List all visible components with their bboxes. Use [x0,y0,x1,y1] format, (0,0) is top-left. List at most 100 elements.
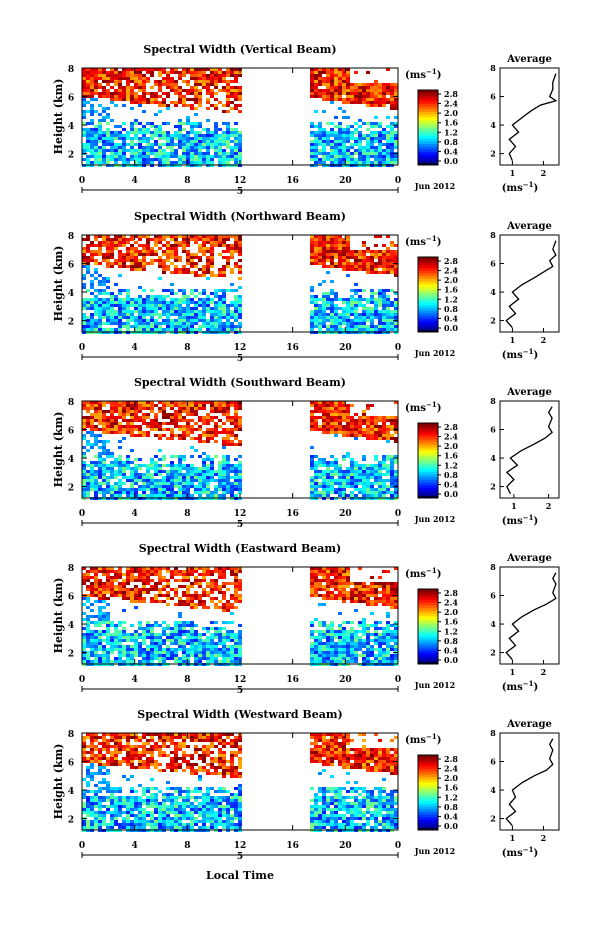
colorbar-tick-label: 0.0 [444,156,458,166]
heatmap-cell [186,295,190,298]
heatmap-cell [106,455,110,458]
heatmap-cell [102,630,106,633]
colorbar-segment [418,90,438,94]
heatmap-cell [102,95,106,98]
heatmap-cell [194,256,198,259]
heatmap-cell [122,128,126,131]
heatmap-cell [382,265,386,268]
heatmap-cell [230,419,234,422]
avg-x-tick-label: 1 [510,168,516,178]
heatmap-cell [226,68,230,71]
heatmap-cell [170,140,174,143]
heatmap-cell [182,301,186,304]
colorbar-frame [417,89,439,166]
heatmap-cell [134,137,138,140]
heatmap-cell [126,328,130,331]
heatmap-cell [122,579,126,582]
heatmap-cell [198,122,202,125]
heatmap-cell [378,437,382,440]
heatmap-cell [170,235,174,238]
heatmap-cell [114,95,118,98]
heatmap-cell [346,494,350,497]
heatmap-cell [374,95,378,98]
heatmap-cell [94,137,98,140]
heatmap-cell [134,328,138,331]
heatmap-cell [118,137,122,140]
heatmap-cell [394,316,398,319]
heatmap-cell [106,155,110,158]
heatmap-cell [210,310,214,313]
heatmap-cell [394,473,398,476]
heatmap-cell [166,633,170,636]
heatmap-cell [98,83,102,86]
heatmap-cell [226,416,230,419]
heatmap-cell [338,467,342,470]
x-tick-label: 20 [339,343,352,353]
heatmap-cell [230,134,234,137]
heatmap-cell [234,313,238,316]
heatmap-cell [222,476,226,479]
heatmap-cell [222,325,226,328]
heatmap-cell [134,247,138,250]
heatmap-cell [314,71,318,74]
heatmap-cell [346,422,350,425]
heatmap-cell [106,280,110,283]
heatmap-cell [238,301,242,304]
heatmap-cell [194,304,198,307]
heatmap-cell [146,250,150,253]
heatmap-cell [210,77,214,80]
heatmap-cell [162,262,166,265]
heatmap-cell [154,588,158,591]
heatmap-cell [166,131,170,134]
heatmap-cell [102,77,106,80]
heatmap-cell [150,253,154,256]
heatmap-cell [166,319,170,322]
heatmap-cell [210,467,214,470]
heatmap-cell [310,83,314,86]
heatmap-cell [122,244,126,247]
heatmap-cell [110,579,114,582]
heatmap-cell [354,301,358,304]
heatmap-cell [138,253,142,256]
heatmap-cell [358,325,362,328]
heatmap-cell [354,319,358,322]
heatmap-cell [394,89,398,92]
heatmap-cell [90,304,94,307]
heatmap-cell [118,289,122,292]
heatmap-cell [230,440,234,443]
heatmap-cell [202,134,206,137]
heatmap-cell [126,407,130,410]
heatmap-cell [394,253,398,256]
heatmap-cell [82,328,86,331]
heatmap-cell [158,265,162,268]
heatmap-cell [386,86,390,89]
heatmap-cell [154,253,158,256]
heatmap-cell [142,464,146,467]
heatmap-cell [102,71,106,74]
heatmap-cell [190,479,194,482]
heatmap-cell [354,143,358,146]
heatmap-cell [146,158,150,161]
heatmap-cell [118,298,122,301]
heatmap-cell [366,268,370,271]
heatmap-cell [130,660,134,663]
heatmap-cell [230,313,234,316]
heatmap-cell [214,80,218,83]
heatmap-cell [186,479,190,482]
heatmap-cell [226,440,230,443]
heatmap-cell [390,464,394,467]
heatmap-cell [206,434,210,437]
heatmap-cell [230,89,234,92]
heatmap-cell [126,253,130,256]
heatmap-cell [186,158,190,161]
heatmap-cell [138,485,142,488]
heatmap-cell [86,642,90,645]
heatmap-cell [142,576,146,579]
heatmap-cell [142,235,146,238]
heatmap-cell [374,428,378,431]
heatmap-cell [222,152,226,155]
heatmap-cell [318,256,322,259]
heatmap-cell [230,74,234,77]
heatmap-cell [102,639,106,642]
heatmap-cell [386,455,390,458]
